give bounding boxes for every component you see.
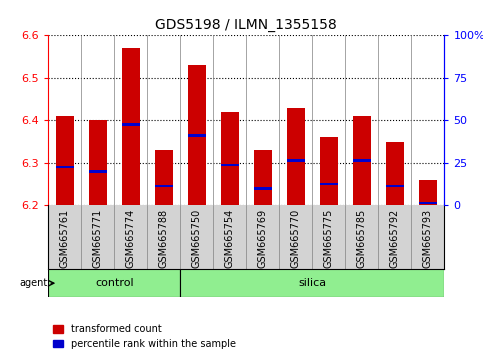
Bar — [180, 269, 444, 297]
Text: agent: agent — [19, 278, 48, 288]
Text: GSM665788: GSM665788 — [159, 209, 169, 268]
Bar — [419, 202, 437, 205]
Text: silica: silica — [298, 278, 327, 288]
Bar — [386, 142, 404, 205]
Bar — [188, 65, 206, 205]
Text: GSM665769: GSM665769 — [258, 209, 268, 268]
Bar — [122, 123, 140, 126]
Bar — [89, 170, 107, 173]
Legend: transformed count, percentile rank within the sample: transformed count, percentile rank withi… — [53, 324, 236, 349]
Bar — [155, 150, 173, 205]
Bar — [320, 183, 338, 185]
Bar — [122, 48, 140, 205]
Text: GSM665771: GSM665771 — [93, 209, 103, 268]
Text: control: control — [95, 278, 134, 288]
Title: GDS5198 / ILMN_1355158: GDS5198 / ILMN_1355158 — [156, 18, 337, 32]
Bar — [419, 180, 437, 205]
Text: GSM665750: GSM665750 — [192, 209, 202, 268]
Bar — [287, 108, 305, 205]
Bar — [155, 185, 173, 188]
Bar — [320, 137, 338, 205]
Bar — [188, 134, 206, 137]
Text: GSM665793: GSM665793 — [423, 209, 433, 268]
Bar — [353, 116, 371, 205]
Text: GSM665770: GSM665770 — [291, 209, 301, 268]
Bar — [287, 159, 305, 162]
Text: GSM665775: GSM665775 — [324, 209, 334, 268]
Bar — [353, 159, 371, 162]
Text: GSM665785: GSM665785 — [357, 209, 367, 268]
Bar — [254, 150, 272, 205]
Bar — [221, 112, 239, 205]
Bar — [254, 187, 272, 190]
Text: GSM665774: GSM665774 — [126, 209, 136, 268]
Bar — [89, 120, 107, 205]
Text: GSM665792: GSM665792 — [390, 209, 400, 268]
Bar — [56, 116, 74, 205]
Bar — [386, 185, 404, 188]
Bar — [48, 269, 180, 297]
Bar — [56, 166, 74, 169]
Text: GSM665761: GSM665761 — [60, 209, 70, 268]
Text: GSM665754: GSM665754 — [225, 209, 235, 268]
Bar — [221, 164, 239, 166]
